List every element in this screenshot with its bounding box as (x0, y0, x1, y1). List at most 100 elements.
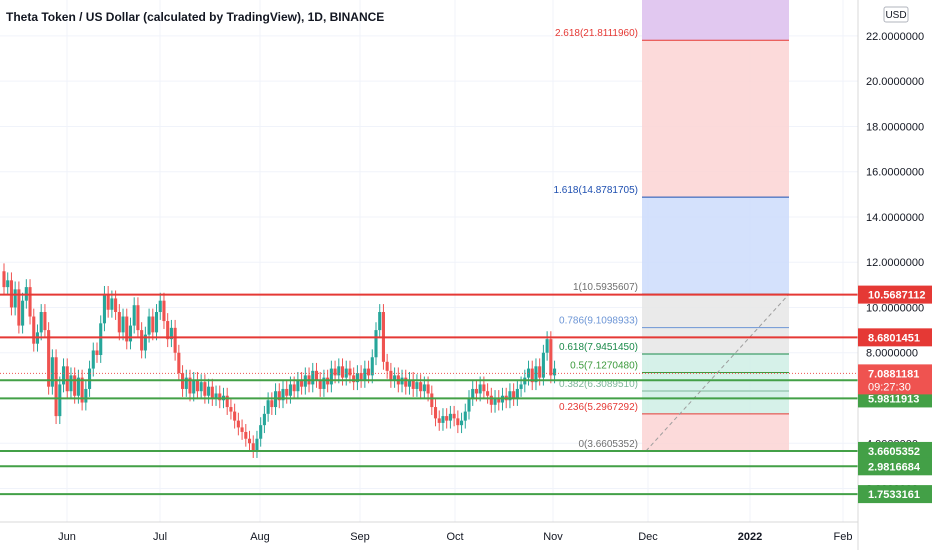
countdown-label: 09:27:30 (868, 381, 911, 393)
candle (318, 379, 322, 389)
candle (426, 384, 430, 394)
candle (203, 382, 207, 396)
horizontal-lines[interactable] (0, 293, 858, 496)
candle (471, 388, 475, 398)
candle (344, 368, 348, 378)
candle (463, 411, 467, 421)
candle (151, 316, 155, 333)
candle (259, 425, 263, 439)
candle (47, 330, 51, 387)
fib-band (642, 294, 789, 328)
candle (147, 316, 151, 335)
time-tick-label: Dec (638, 531, 658, 543)
price-tick-label: 14.0000000 (866, 212, 924, 224)
candle (91, 350, 95, 369)
candle (329, 368, 333, 385)
candle (255, 438, 259, 451)
candle (229, 407, 233, 412)
candle (270, 400, 274, 408)
candle (545, 339, 549, 353)
candle (125, 316, 129, 342)
time-tick-label: Feb (834, 531, 853, 543)
chart-title: Theta Token / US Dollar (calculated by T… (6, 10, 384, 24)
price-tag (858, 441, 932, 460)
candle (244, 431, 248, 439)
current-price-label: 7.0881181 (868, 368, 919, 380)
price-tick-label: 22.0000000 (866, 31, 924, 43)
candle (106, 293, 110, 310)
candle (266, 400, 270, 414)
candle (28, 287, 32, 317)
candle (95, 350, 99, 356)
candle (348, 368, 352, 376)
candle (136, 305, 140, 331)
candle (188, 377, 192, 394)
time-tick-label: Sep (350, 531, 370, 543)
candle (300, 379, 304, 387)
candle (99, 323, 103, 356)
candle (2, 271, 6, 288)
candle (378, 312, 382, 331)
candle (76, 377, 80, 396)
price-tick-label: 12.0000000 (866, 257, 924, 269)
candle (262, 413, 266, 426)
candle (430, 393, 434, 408)
candle (355, 373, 359, 383)
candle (143, 334, 147, 351)
candle (218, 393, 222, 401)
candle (322, 377, 326, 389)
candle (251, 443, 255, 451)
price-tag (858, 457, 932, 476)
candle (17, 289, 21, 326)
candle (195, 379, 199, 392)
price-tag-label: 1.7533161 (868, 489, 920, 501)
candle (162, 300, 166, 322)
candle (233, 411, 237, 421)
fib-level-label: 0.5(7.1270480) (570, 360, 638, 371)
price-tag (858, 328, 932, 347)
candle (225, 395, 229, 408)
fib-band (642, 0, 789, 41)
candle (359, 373, 363, 380)
candle (292, 384, 296, 392)
candle (285, 388, 289, 396)
candle (519, 384, 523, 389)
fib-extension-tool[interactable]: 2.618(21.8111960) 1.618(14.8781705) 1(10.5… (553, 0, 790, 452)
candle (367, 368, 371, 376)
candle (128, 325, 133, 342)
candle (311, 370, 315, 385)
fib-level-label: 0.618(7.9451450) (559, 342, 638, 353)
fib-level-label: 1.618(14.8781705) (553, 185, 638, 196)
fib-band (642, 327, 789, 354)
candle (415, 382, 419, 389)
time-tick-label: 2022 (738, 531, 762, 543)
candle (534, 366, 538, 383)
candle (102, 293, 106, 324)
candle (370, 357, 374, 376)
candle (363, 368, 367, 380)
candle (121, 316, 125, 333)
candle (478, 384, 482, 394)
candle (296, 379, 300, 392)
currency-badge[interactable]: USD (883, 6, 909, 23)
fib-band (642, 353, 789, 373)
time-axis[interactable]: Jun Jul Aug Sep Oct Nov Dec 2022 Feb (58, 531, 852, 543)
candle (288, 384, 292, 396)
candle (389, 370, 393, 380)
candle (80, 377, 84, 403)
candle (433, 407, 438, 419)
time-tick-label: Nov (543, 531, 563, 543)
candle (549, 339, 553, 376)
fib-level-label: 1(10.5935607) (573, 282, 638, 293)
candle (69, 375, 73, 392)
candle (515, 388, 519, 398)
candle (460, 420, 464, 426)
candle (340, 366, 345, 378)
price-axis[interactable]: 24.000000022.000000020.000000018.0000000… (866, 0, 924, 496)
candle (210, 386, 214, 398)
fib-level-label: 0(3.6605352) (579, 439, 639, 450)
svg-text:USD: USD (885, 10, 906, 21)
candle (117, 312, 121, 333)
candle (114, 298, 118, 313)
